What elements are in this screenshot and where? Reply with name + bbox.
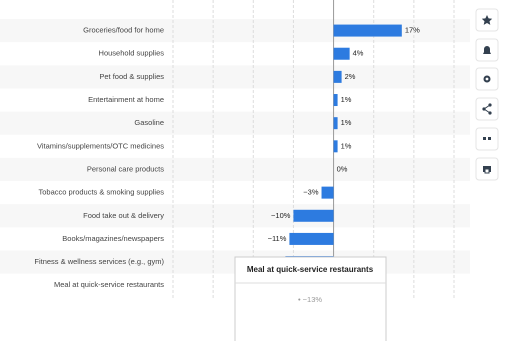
bar [289,232,334,245]
value-label: −11% [268,234,287,243]
tooltip-box [234,256,387,346]
value-label: 2% [345,72,356,81]
row-band [0,204,470,228]
y-tick-label: Books/magazines/newspapers [62,234,164,243]
star-button[interactable] [475,8,499,32]
tooltip-title: Meal at quick-service restaurants [247,265,374,274]
y-tick-label: Entertainment at home [88,95,164,104]
bar [333,117,338,130]
y-tick-label: Food take out & delivery [83,211,164,220]
bar [333,70,342,83]
y-tick-label: Groceries/food for home [83,26,164,35]
bar [333,140,338,153]
bar [333,94,338,107]
y-tick-label: Pet food & supplies [99,72,164,81]
bar [321,186,334,199]
bar [333,24,402,37]
row-band [0,111,470,135]
y-tick-label: Fitness & wellness services (e.g., gym) [34,257,164,266]
value-label: 1% [341,95,352,104]
value-label: −3% [303,188,319,197]
y-tick-label: Tobacco products & smoking supplies [39,188,165,197]
share-button[interactable] [475,97,499,121]
bar [293,209,334,222]
settings-button[interactable] [475,67,499,91]
row-band [0,157,470,182]
y-tick-label: Meal at quick-service restaurants [54,280,164,289]
tooltip-value: • −13% [298,295,322,304]
value-label: −10% [271,211,291,220]
tooltip: Meal at quick-service restaurants • −13% [234,256,387,346]
row-band [0,65,470,89]
value-label: 1% [341,118,352,127]
bar [333,47,350,60]
y-tick-label: Personal care products [87,164,164,173]
value-label: 4% [353,49,364,58]
value-label: 1% [341,141,352,150]
y-tick-label: Vitamins/supplements/OTC medicines [37,141,164,150]
cite-button[interactable] [475,127,499,151]
y-tick-label: Household supplies [99,49,165,58]
alert-button[interactable] [475,38,499,62]
print-button[interactable] [475,157,499,181]
value-label: 0% [337,164,348,173]
y-tick-label: Gasoline [134,118,164,127]
value-label: 17% [405,26,420,35]
